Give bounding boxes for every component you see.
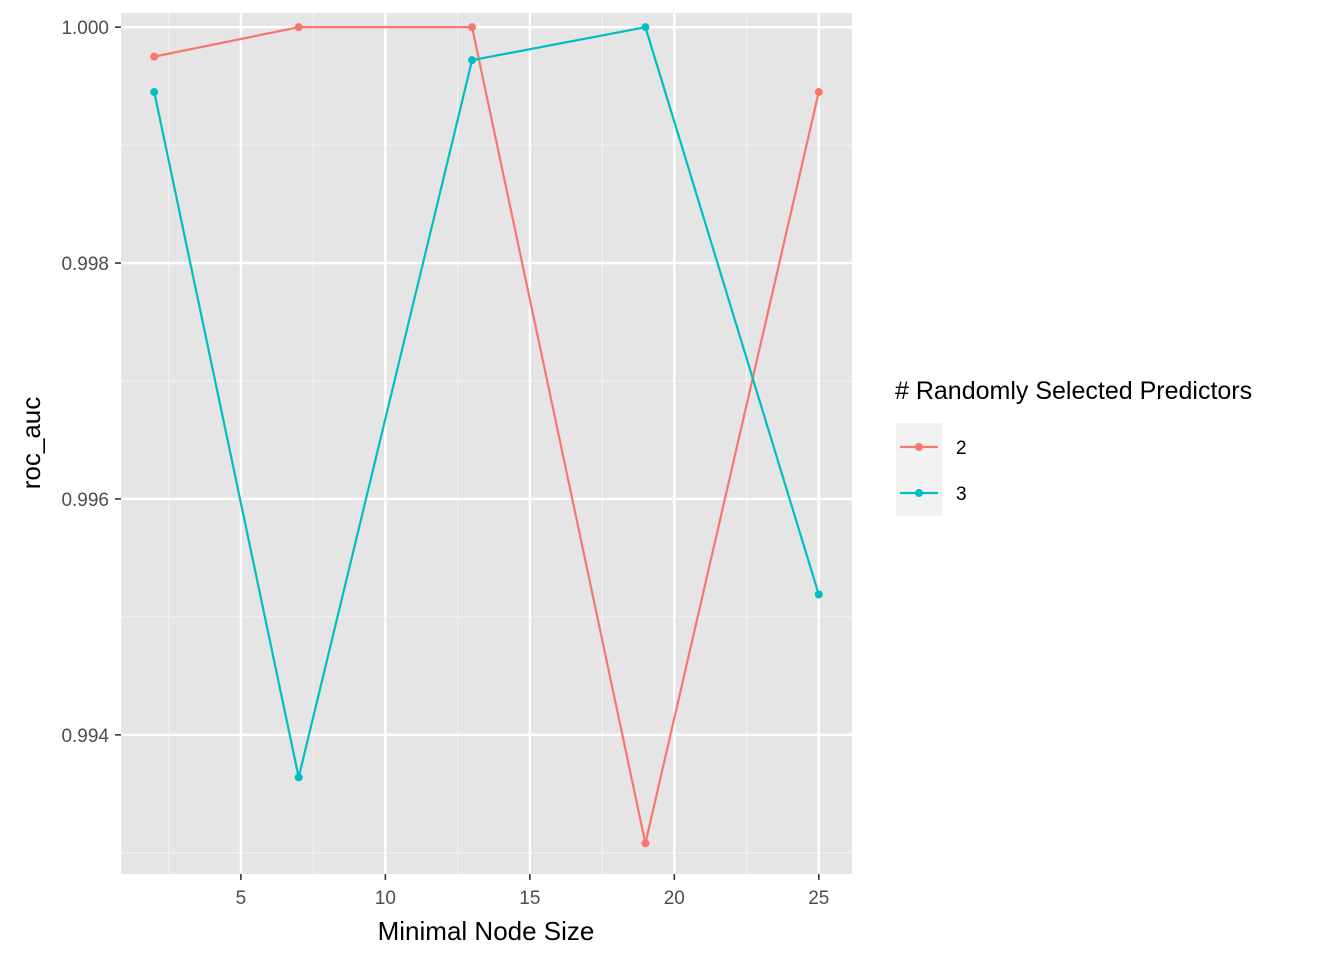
- legend-entries: 23: [900, 438, 967, 505]
- legend-key-background: [896, 423, 942, 516]
- legend-key-point-3: [915, 489, 923, 497]
- panel-background: [121, 13, 852, 874]
- x-tick-label: 20: [664, 888, 685, 909]
- y-axis: 0.994 0.996 0.998 1.000: [61, 18, 121, 747]
- legend-title: # Randomly Selected Predictors: [895, 377, 1252, 405]
- data-point-3: [814, 590, 823, 599]
- grid-major: [121, 13, 852, 874]
- data-point-3: [641, 23, 650, 32]
- series-layer: [150, 23, 823, 848]
- x-axis-title: Minimal Node Size: [378, 916, 595, 946]
- x-tick-label: 15: [519, 888, 540, 909]
- data-point-2: [150, 52, 159, 61]
- y-tick-label: 0.994: [61, 726, 109, 747]
- y-tick-label: 1.000: [61, 18, 109, 39]
- data-point-2: [468, 23, 477, 32]
- y-tick-label: 0.996: [61, 490, 109, 511]
- y-tick-label: 0.998: [61, 254, 109, 275]
- x-tick-label: 25: [808, 888, 829, 909]
- x-tick-label: 5: [236, 888, 247, 909]
- legend: # Randomly Selected Predictors 23: [895, 377, 1252, 516]
- legend-label-3: 3: [956, 484, 967, 505]
- y-axis-title: roc_auc: [16, 397, 46, 490]
- legend-key-point-2: [915, 443, 923, 451]
- grid-minor: [121, 13, 852, 874]
- data-point-2: [641, 839, 650, 848]
- x-tick-label: 10: [375, 888, 396, 909]
- data-point-3: [468, 56, 477, 65]
- x-axis: 5 10 15 20 25: [236, 874, 829, 909]
- data-point-2: [814, 88, 823, 97]
- data-point-2: [294, 23, 303, 32]
- data-point-3: [150, 88, 159, 97]
- legend-label-2: 2: [956, 438, 967, 459]
- data-point-3: [294, 773, 303, 782]
